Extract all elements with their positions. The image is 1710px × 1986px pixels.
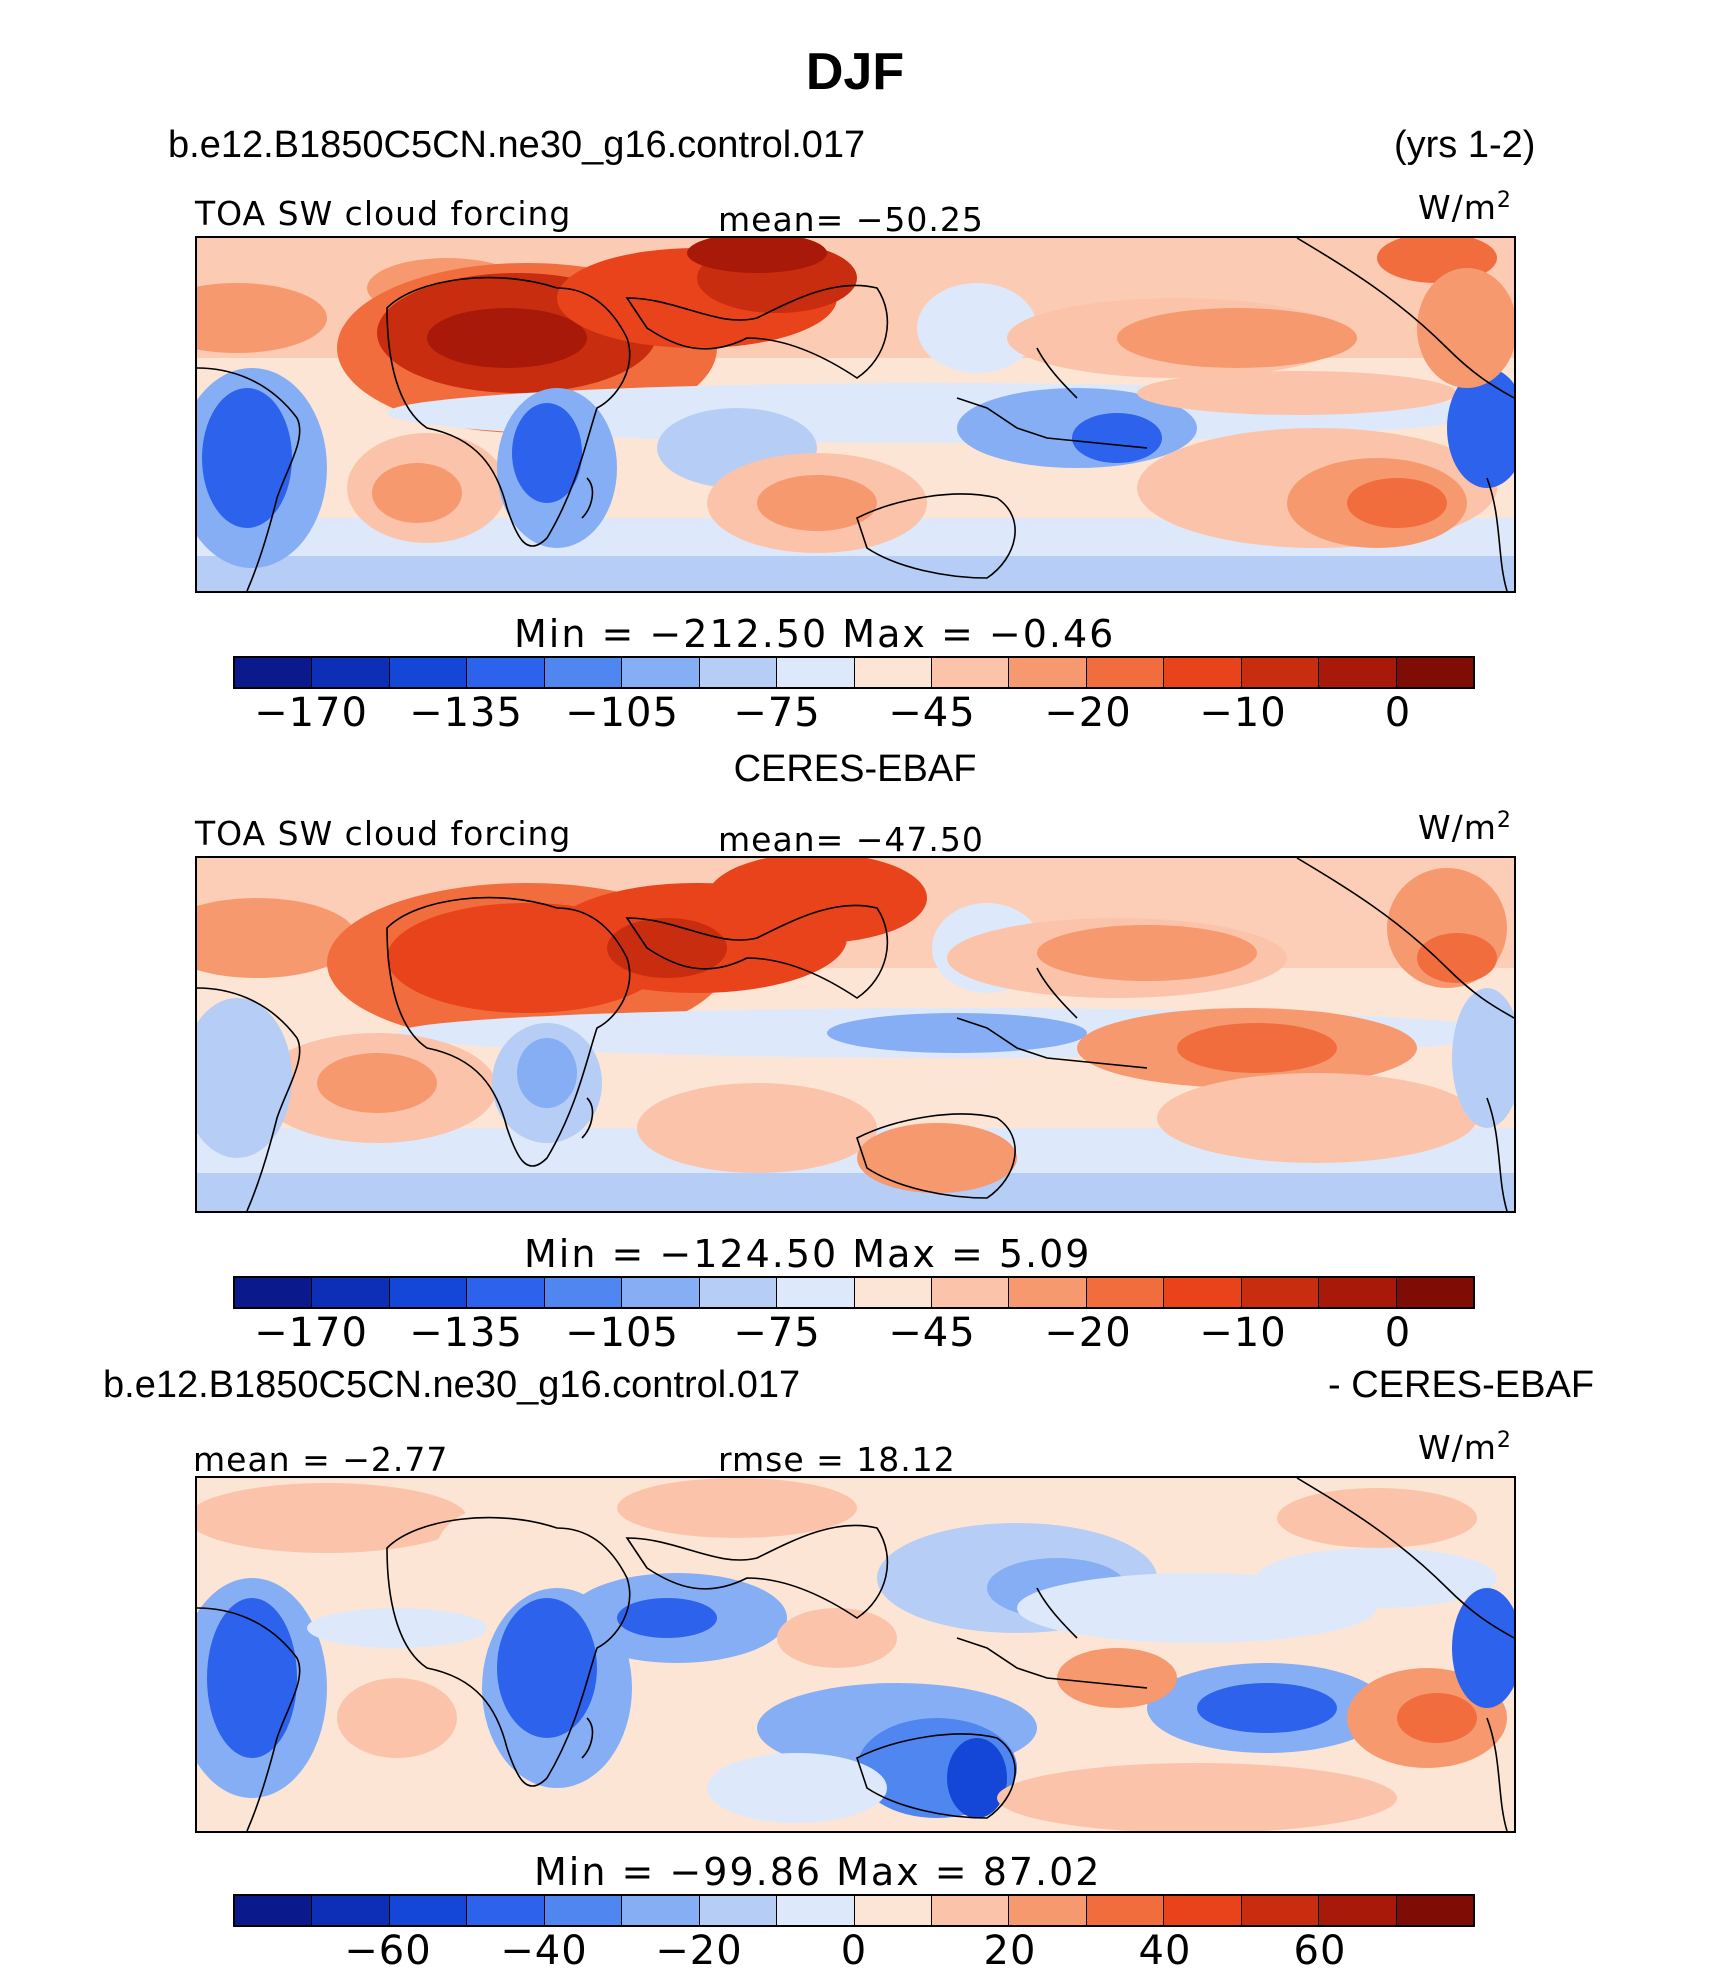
panel2-minmax: Min = −124.50 Max = 5.09 — [524, 1232, 1092, 1276]
colorbar-cell — [1164, 1278, 1242, 1307]
colorbar-cell — [1319, 658, 1397, 687]
colorbar-tick-label: 0 — [840, 1928, 868, 1974]
panel3-rmse: rmse = 18.12 — [718, 1440, 956, 1479]
colorbar-tick-label: −20 — [1044, 1310, 1132, 1356]
colorbar-tick-label: 40 — [1138, 1928, 1192, 1974]
colorbar-cell — [1164, 1896, 1242, 1925]
colorbar-cell — [854, 658, 932, 687]
colorbar-cell — [235, 1896, 313, 1925]
colorbar-cell — [544, 1278, 623, 1307]
colorbar-cell — [699, 658, 778, 687]
colorbar-tick-label: −170 — [254, 690, 368, 736]
panel1-variable: TOA SW cloud forcing — [195, 194, 572, 233]
colorbar-cell — [1009, 1278, 1087, 1307]
colorbar-cell — [931, 1278, 1010, 1307]
colorbar-cell — [777, 658, 855, 687]
colorbar-cell — [312, 658, 390, 687]
colorbar-cell — [854, 1278, 932, 1307]
panel1-years: (yrs 1-2) — [1394, 124, 1536, 166]
colorbar-cell — [1396, 658, 1473, 687]
panel1-mean: mean= −50.25 — [718, 200, 984, 239]
colorbar-cell — [235, 658, 313, 687]
colorbar-cell — [622, 1278, 700, 1307]
colorbar-cell — [389, 658, 468, 687]
colorbar-tick-label: −20 — [655, 1928, 743, 1974]
colorbar-cell — [1241, 1278, 1320, 1307]
panel2-units: W/m2 — [1418, 808, 1512, 847]
colorbar-cell — [467, 1896, 545, 1925]
colorbar-cell — [1241, 1896, 1320, 1925]
colorbar-tick-label: −135 — [409, 1310, 523, 1356]
figure-title: DJF — [805, 43, 905, 101]
panel3-colorbar — [233, 1894, 1475, 1927]
colorbar-tick-label: −170 — [254, 1310, 368, 1356]
colorbar-cell — [699, 1896, 778, 1925]
colorbar-tick-label: −10 — [1199, 1310, 1287, 1356]
colorbar-cell — [1086, 658, 1165, 687]
colorbar-tick-label: −105 — [565, 1310, 679, 1356]
panel2-contour-field — [197, 858, 1514, 1211]
colorbar-tick-label: −60 — [344, 1928, 432, 1974]
colorbar-cell — [1164, 658, 1242, 687]
colorbar-cell — [1009, 658, 1087, 687]
colorbar-cell — [312, 1896, 390, 1925]
colorbar-tick-label: 0 — [1384, 1310, 1412, 1356]
colorbar-cell — [389, 1278, 468, 1307]
panel2-case-title: CERES-EBAF — [733, 748, 977, 790]
colorbar-cell — [389, 1896, 468, 1925]
colorbar-cell — [1396, 1896, 1473, 1925]
colorbar-cell — [235, 1278, 313, 1307]
colorbar-cell — [312, 1278, 390, 1307]
colorbar-cell — [1086, 1896, 1165, 1925]
panel1-units: W/m2 — [1418, 188, 1512, 227]
panel1-map — [195, 236, 1516, 593]
colorbar-tick-label: −45 — [888, 690, 976, 736]
panel1-case-title: b.e12.B1850C5CN.ne30_g16.control.017 — [168, 124, 866, 166]
colorbar-tick-label: 0 — [1384, 690, 1412, 736]
panel2-variable: TOA SW cloud forcing — [195, 814, 572, 853]
panel3-minmax: Min = −99.86 Max = 87.02 — [534, 1850, 1102, 1894]
panel3-map — [195, 1476, 1516, 1833]
colorbar-cell — [931, 1896, 1010, 1925]
colorbar-cell — [544, 1896, 623, 1925]
colorbar-cell — [544, 658, 623, 687]
colorbar-tick-label: 20 — [983, 1928, 1037, 1974]
colorbar-cell — [1086, 1278, 1165, 1307]
colorbar-cell — [777, 1896, 855, 1925]
colorbar-tick-label: −75 — [733, 1310, 821, 1356]
panel3-mean: mean = −2.77 — [193, 1440, 449, 1479]
colorbar-cell — [854, 1896, 932, 1925]
colorbar-tick-label: −105 — [565, 690, 679, 736]
colorbar-cell — [1241, 658, 1320, 687]
panel2-mean: mean= −47.50 — [718, 820, 984, 859]
colorbar-cell — [467, 1278, 545, 1307]
colorbar-cell — [931, 658, 1010, 687]
colorbar-cell — [777, 1278, 855, 1307]
panel3-units: W/m2 — [1418, 1428, 1512, 1467]
panel2-map — [195, 856, 1516, 1213]
colorbar-tick-label: −135 — [409, 690, 523, 736]
colorbar-tick-label: −40 — [500, 1928, 588, 1974]
panel3-contour-field — [197, 1478, 1514, 1831]
panel1-colorbar — [233, 656, 1475, 689]
panel3-case-title: b.e12.B1850C5CN.ne30_g16.control.017 — [103, 1364, 801, 1406]
colorbar-cell — [622, 658, 700, 687]
panel2-colorbar — [233, 1276, 1475, 1309]
colorbar-cell — [699, 1278, 778, 1307]
colorbar-cell — [1319, 1896, 1397, 1925]
panel1-minmax: Min = −212.50 Max = −0.46 — [514, 612, 1116, 656]
colorbar-tick-label: −10 — [1199, 690, 1287, 736]
colorbar-cell — [467, 658, 545, 687]
colorbar-cell — [1396, 1278, 1473, 1307]
colorbar-tick-label: −45 — [888, 1310, 976, 1356]
panel1-contour-field — [197, 238, 1514, 591]
colorbar-tick-label: −75 — [733, 690, 821, 736]
colorbar-tick-label: −20 — [1044, 690, 1132, 736]
colorbar-cell — [1319, 1278, 1397, 1307]
panel3-case-title-right: - CERES-EBAF — [1328, 1364, 1595, 1406]
colorbar-tick-label: 60 — [1293, 1928, 1347, 1974]
colorbar-cell — [1009, 1896, 1087, 1925]
colorbar-cell — [622, 1896, 700, 1925]
